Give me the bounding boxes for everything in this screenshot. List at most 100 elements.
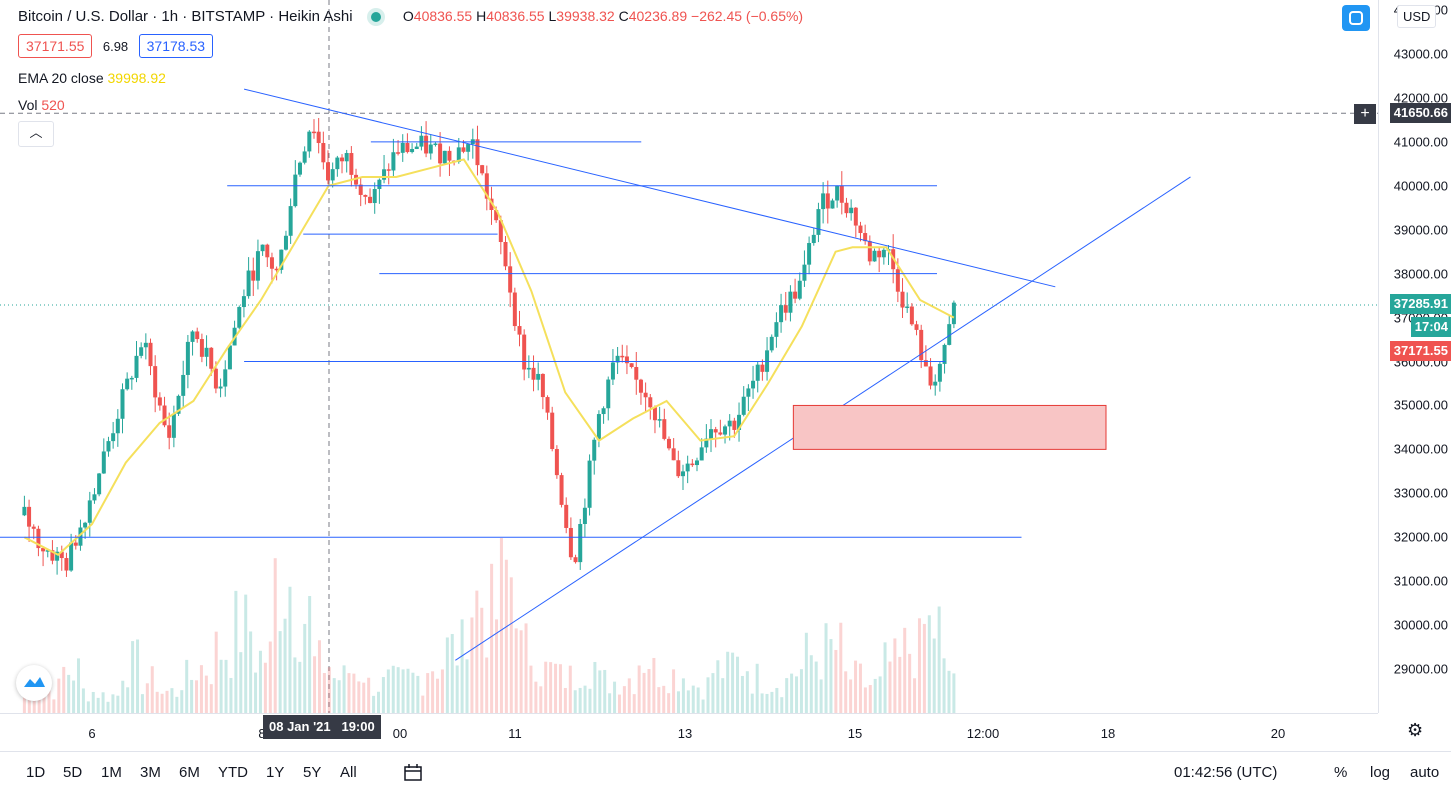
buy-price-button[interactable]: 37178.53 bbox=[138, 34, 214, 58]
candle-body bbox=[55, 551, 60, 561]
auto-scale-button[interactable]: auto bbox=[1410, 764, 1440, 781]
price-tick: 31000.00 bbox=[1393, 573, 1448, 589]
currency-button[interactable]: USD bbox=[1397, 5, 1437, 28]
volume-bar bbox=[839, 622, 843, 713]
volume-bar bbox=[101, 692, 105, 713]
volume-legend[interactable]: Vol 520 bbox=[18, 97, 65, 113]
volume-bar bbox=[465, 659, 469, 713]
volume-bar bbox=[893, 638, 897, 713]
range-button-1y[interactable]: 1Y bbox=[266, 764, 285, 781]
candle-body bbox=[774, 322, 779, 337]
volume-bar bbox=[760, 693, 764, 713]
volume-bar bbox=[244, 594, 248, 713]
volume-bar bbox=[249, 631, 253, 713]
volume-bar bbox=[106, 701, 110, 713]
candle-body bbox=[419, 135, 424, 147]
candle-body bbox=[550, 412, 555, 450]
volume-bar bbox=[219, 659, 223, 713]
candle-body bbox=[255, 251, 260, 281]
price-chart-canvas[interactable] bbox=[0, 0, 1378, 713]
tradingview-logo-icon[interactable] bbox=[16, 665, 52, 701]
candle-body bbox=[568, 527, 573, 558]
range-button-5d[interactable]: 5D bbox=[63, 764, 83, 781]
candle-body bbox=[349, 153, 354, 175]
crosshair-add-icon[interactable]: + bbox=[1354, 104, 1376, 124]
candle-body bbox=[564, 504, 569, 528]
candle-body bbox=[737, 414, 742, 430]
candle-body bbox=[905, 306, 910, 309]
goto-date-icon[interactable] bbox=[402, 762, 424, 789]
candle-body bbox=[624, 356, 629, 364]
candle-body bbox=[573, 557, 578, 563]
time-tick: 13 bbox=[677, 726, 693, 741]
range-button-1d[interactable]: 1D bbox=[26, 764, 46, 781]
volume-bar bbox=[386, 669, 390, 713]
utc-clock[interactable]: 01:42:56 (UTC) bbox=[1174, 764, 1278, 781]
price-tick: 40000.00 bbox=[1393, 178, 1448, 194]
candle-body bbox=[839, 185, 844, 203]
range-button-1m[interactable]: 1M bbox=[101, 764, 122, 781]
candle-body bbox=[125, 378, 130, 390]
candle-body bbox=[881, 249, 886, 258]
volume-bar bbox=[263, 662, 267, 713]
candle-body bbox=[69, 542, 74, 571]
volume-bar bbox=[608, 693, 612, 713]
volume-bar bbox=[62, 666, 66, 713]
candle-body bbox=[783, 305, 788, 313]
range-button-3m[interactable]: 3M bbox=[140, 764, 161, 781]
volume-bar bbox=[367, 677, 371, 713]
candle-body bbox=[204, 347, 209, 357]
volume-bar bbox=[372, 695, 376, 713]
volume-bar bbox=[795, 676, 799, 713]
candle-body bbox=[326, 162, 331, 181]
candle-body bbox=[713, 429, 718, 433]
demand-zone-rectangle bbox=[792, 404, 1107, 450]
ema-legend[interactable]: EMA 20 close 39998.92 bbox=[18, 70, 166, 86]
candle-body bbox=[643, 392, 648, 398]
candle-body bbox=[143, 342, 148, 348]
log-scale-button[interactable]: log bbox=[1370, 764, 1391, 781]
candle-body bbox=[638, 379, 643, 393]
candle-body bbox=[227, 345, 232, 370]
candle-body bbox=[438, 143, 443, 164]
volume-bar bbox=[470, 617, 474, 713]
candle-body bbox=[578, 524, 583, 563]
volume-bar bbox=[558, 664, 562, 713]
range-button-6m[interactable]: 6M bbox=[179, 764, 200, 781]
candle-body bbox=[718, 432, 723, 435]
volume-bar bbox=[136, 639, 140, 713]
chevron-up-icon: ︿ bbox=[29, 125, 43, 140]
volume-bar bbox=[804, 632, 808, 713]
price-axis[interactable]: USD 44000.0043000.0042000.0041000.004000… bbox=[1378, 0, 1451, 713]
market-status-icon[interactable] bbox=[370, 11, 381, 22]
volume-bar bbox=[357, 681, 361, 713]
range-button-ytd[interactable]: YTD bbox=[218, 764, 248, 781]
candle-body bbox=[863, 233, 868, 242]
range-button-all[interactable]: All bbox=[340, 764, 357, 781]
trendline bbox=[243, 88, 1056, 288]
time-axis[interactable]: 6 8 00 11 13 15 12:00 18 20 bbox=[0, 713, 1378, 752]
symbol-title[interactable]: Bitcoin / U.S. Dollar · 1h · BITSTAMP · … bbox=[18, 8, 353, 25]
volume-bar bbox=[47, 688, 51, 713]
sell-price-button[interactable]: 37171.55 bbox=[18, 34, 93, 58]
range-button-5y[interactable]: 5Y bbox=[303, 764, 322, 781]
candle-body bbox=[190, 331, 195, 342]
volume-bar bbox=[258, 650, 262, 713]
settings-gear-icon[interactable]: ⚙ bbox=[1407, 720, 1424, 740]
chart-pane[interactable]: Bitcoin / U.S. Dollar · 1h · BITSTAMP · … bbox=[0, 0, 1378, 713]
candle-body bbox=[377, 179, 382, 190]
candle-body bbox=[853, 207, 858, 226]
candle-body bbox=[461, 147, 466, 152]
collapse-legend-button[interactable]: ︿ bbox=[18, 121, 54, 147]
auto-scale-icon[interactable] bbox=[1342, 5, 1370, 31]
candle-body bbox=[311, 131, 316, 134]
percent-scale-button[interactable]: % bbox=[1334, 764, 1348, 781]
volume-bar bbox=[814, 661, 818, 713]
volume-bar bbox=[72, 680, 76, 713]
candle-body bbox=[181, 374, 186, 396]
volume-bar bbox=[131, 641, 135, 713]
candle-body bbox=[101, 451, 106, 474]
volume-bar bbox=[913, 678, 917, 713]
candle-body bbox=[923, 360, 928, 367]
price-tick: 34000.00 bbox=[1393, 441, 1448, 457]
